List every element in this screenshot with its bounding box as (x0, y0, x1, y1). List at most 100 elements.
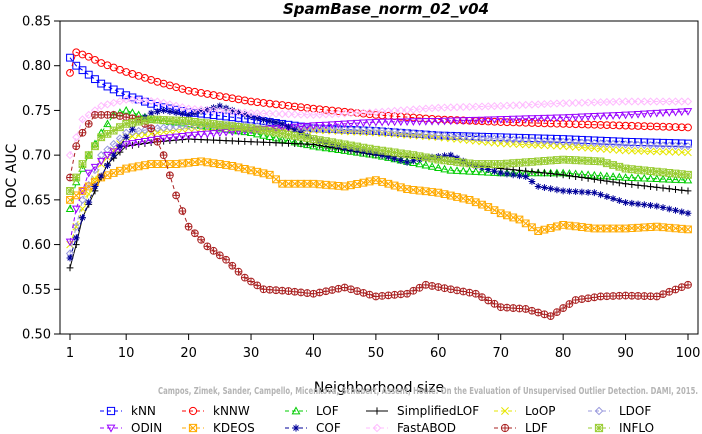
data-point (134, 139, 143, 147)
data-point (172, 122, 181, 131)
data-point (609, 178, 617, 186)
data-point (559, 304, 568, 312)
data-point (683, 175, 693, 184)
data-point (66, 195, 74, 204)
data-point (484, 166, 492, 173)
data-point (365, 290, 374, 299)
data-point (284, 101, 293, 110)
x-axis: 1 10 20 30 40 50 60 70 80 90 100 (66, 334, 700, 361)
data-point (547, 170, 555, 177)
data-point (371, 292, 380, 301)
data-point (384, 107, 393, 116)
data-point (546, 134, 555, 143)
data-point (628, 181, 636, 188)
data-point (621, 111, 630, 120)
data-point (658, 174, 668, 183)
data-point (315, 110, 324, 119)
data-point (116, 112, 124, 120)
y-tick-label: 0.85 (22, 15, 51, 30)
data-point (671, 97, 680, 106)
data-point (559, 142, 567, 150)
legend-item-kdeos: KDEOS (182, 421, 255, 434)
data-point (546, 312, 555, 320)
data-point (116, 166, 124, 175)
data-point (459, 132, 468, 142)
data-point (502, 101, 512, 110)
legend-marker (106, 424, 116, 433)
data-point (471, 102, 480, 111)
data-point (552, 114, 562, 123)
data-point (309, 122, 318, 131)
data-point (371, 108, 380, 117)
data-point (503, 140, 511, 148)
data-point (65, 151, 75, 160)
data-point (509, 133, 518, 142)
data-point (621, 97, 630, 106)
data-point (671, 141, 680, 150)
x-tick-label: 30 (243, 346, 260, 361)
data-point (459, 117, 468, 125)
data-point (471, 167, 481, 175)
data-point (652, 138, 661, 147)
legend-item-cof: COF (285, 421, 341, 434)
data-point (634, 122, 642, 130)
data-point (84, 52, 93, 61)
data-point (421, 280, 430, 289)
data-point (265, 170, 274, 179)
data-point (465, 117, 474, 125)
x-tick-label: 80 (555, 346, 572, 361)
data-point (677, 108, 687, 117)
data-point (384, 291, 393, 300)
data-point (415, 159, 424, 168)
data-point (565, 114, 574, 122)
data-point (665, 174, 674, 183)
data-point (628, 147, 636, 155)
data-point (577, 295, 586, 303)
data-point (546, 224, 555, 232)
data-point (84, 110, 93, 120)
data-point (665, 139, 674, 147)
data-point (440, 103, 449, 112)
data-point (584, 188, 592, 196)
data-point (622, 180, 629, 188)
data-point (608, 112, 618, 120)
data-point (596, 112, 605, 121)
data-point (278, 101, 287, 109)
data-point (602, 159, 611, 168)
data-point (553, 308, 561, 316)
data-point (97, 133, 106, 142)
data-point (91, 75, 99, 84)
x-tick-label: 70 (492, 346, 509, 361)
data-point (409, 157, 417, 165)
data-point (528, 168, 536, 176)
data-point (634, 138, 642, 146)
data-point (602, 121, 611, 129)
data-point (397, 157, 405, 164)
data-point (79, 214, 86, 222)
data-point (671, 139, 680, 148)
data-point (159, 123, 168, 132)
legend-marker (501, 407, 509, 415)
data-point (597, 176, 605, 184)
data-point (353, 287, 362, 295)
data-point (590, 138, 599, 148)
data-point (285, 139, 292, 147)
data-point (309, 110, 318, 120)
data-point (159, 128, 168, 136)
x-tick-label: 1 (66, 346, 74, 361)
data-point (247, 166, 255, 175)
data-point (496, 118, 505, 126)
data-point (571, 296, 580, 304)
y-tick-label: 0.65 (22, 193, 51, 208)
data-point (296, 110, 306, 119)
data-point (596, 145, 605, 153)
data-point (578, 188, 586, 196)
data-point (534, 183, 542, 190)
data-point (346, 125, 356, 134)
data-point (509, 101, 518, 110)
data-point (528, 178, 536, 185)
data-point (659, 122, 667, 131)
data-point (134, 162, 143, 171)
data-point (340, 109, 349, 118)
data-point (459, 287, 468, 296)
